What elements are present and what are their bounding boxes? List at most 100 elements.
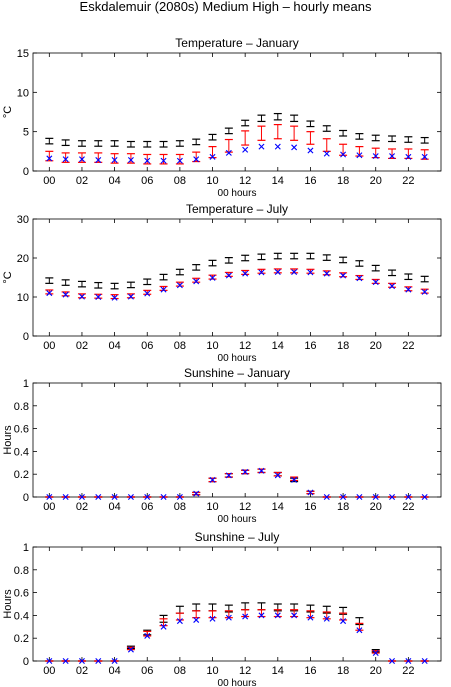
x-marker-stroke — [258, 143, 265, 150]
series-1 — [45, 123, 429, 165]
series-1 — [45, 268, 429, 300]
data-point — [111, 658, 118, 664]
x-marker-stroke — [176, 494, 183, 500]
data-point — [356, 275, 363, 282]
data-point — [258, 143, 265, 150]
data-point — [389, 494, 396, 500]
data-point — [126, 281, 135, 289]
x-marker-stroke — [95, 658, 102, 664]
data-point — [355, 133, 364, 140]
data-point — [193, 616, 200, 623]
x-tick-label: 18 — [337, 665, 349, 677]
x-marker-stroke — [62, 494, 69, 500]
x-tick-label: 04 — [108, 665, 120, 677]
data-point — [356, 152, 363, 159]
data-point — [62, 494, 69, 500]
data-point — [306, 131, 315, 145]
x-tick-label: 12 — [239, 175, 251, 187]
data-point — [241, 130, 250, 146]
x-marker-stroke — [209, 476, 216, 483]
x-tick-label: 16 — [304, 340, 316, 352]
data-point — [340, 272, 347, 279]
chart-title: Sunshine – January — [184, 366, 290, 380]
data-point — [242, 270, 249, 277]
data-point — [127, 293, 134, 300]
x-marker-stroke — [307, 614, 314, 621]
x-axis-label: 00 hours — [218, 188, 257, 199]
x-marker-stroke — [127, 293, 134, 300]
data-point — [77, 280, 86, 288]
x-marker-stroke — [372, 494, 379, 500]
x-tick-label: 14 — [272, 340, 284, 352]
x-tick-label: 16 — [304, 501, 316, 513]
data-point — [405, 494, 412, 500]
series-1 — [45, 468, 429, 498]
x-marker-stroke — [95, 294, 102, 300]
data-point — [421, 288, 428, 295]
data-point — [355, 146, 364, 157]
data-point — [339, 612, 348, 621]
data-point — [257, 602, 266, 611]
x-marker-stroke — [111, 494, 118, 500]
data-point — [340, 494, 347, 500]
data-point — [46, 290, 53, 297]
series-2 — [46, 269, 428, 301]
y-axis-label: Hours — [2, 425, 14, 455]
x-tick-label: 02 — [76, 665, 88, 677]
data-point — [371, 134, 380, 142]
x-marker-stroke — [258, 467, 265, 474]
x-marker-stroke — [421, 494, 428, 500]
x-tick-label: 12 — [239, 340, 251, 352]
data-point — [95, 156, 102, 163]
data-point — [274, 612, 281, 619]
x-marker-stroke — [242, 468, 249, 475]
data-point — [322, 138, 331, 152]
data-point — [339, 129, 348, 137]
data-point — [291, 269, 298, 276]
x-marker-stroke — [307, 269, 314, 276]
x-marker-stroke — [78, 156, 85, 163]
x-marker-stroke — [323, 615, 330, 622]
x-marker-stroke — [209, 615, 216, 622]
x-tick-label: 00 — [43, 665, 55, 677]
data-point — [45, 137, 54, 145]
x-marker-stroke — [389, 283, 396, 290]
data-point — [291, 612, 298, 619]
data-point — [176, 157, 183, 164]
data-point — [160, 286, 167, 293]
data-point — [242, 613, 249, 620]
data-point — [175, 268, 184, 276]
data-point — [225, 149, 232, 156]
x-marker-stroke — [291, 144, 298, 151]
y-tick-label: 15 — [17, 48, 29, 60]
series-0 — [45, 112, 429, 148]
data-point — [192, 603, 201, 612]
x-marker-stroke — [62, 658, 69, 664]
data-point — [242, 468, 249, 475]
x-tick-label: 10 — [206, 175, 218, 187]
data-point — [257, 253, 266, 261]
y-tick-label: 0.6 — [14, 588, 29, 600]
data-point — [372, 279, 379, 286]
panel-sunshine-january: Sunshine – January 0 0.2 0.4 0.6 0.8 1 00 02 04 06… — [2, 366, 442, 525]
data-point — [143, 140, 152, 148]
data-point — [274, 143, 281, 150]
x-marker-stroke — [274, 472, 281, 479]
y-tick-label: 0.6 — [14, 424, 29, 436]
data-point — [111, 156, 118, 163]
data-point — [159, 153, 168, 165]
data-point — [77, 140, 86, 147]
data-point — [208, 259, 217, 267]
data-point — [273, 112, 282, 121]
x-marker-stroke — [62, 291, 69, 298]
data-point — [62, 291, 69, 298]
x-marker-stroke — [405, 286, 412, 293]
x-marker-stroke — [225, 472, 232, 479]
series-0 — [45, 252, 429, 290]
x-tick-label: 12 — [239, 501, 251, 513]
x-marker-stroke — [46, 290, 53, 297]
series-2 — [46, 467, 428, 500]
data-point — [291, 476, 298, 483]
x-marker-stroke — [421, 288, 428, 295]
x-marker-stroke — [258, 269, 265, 276]
